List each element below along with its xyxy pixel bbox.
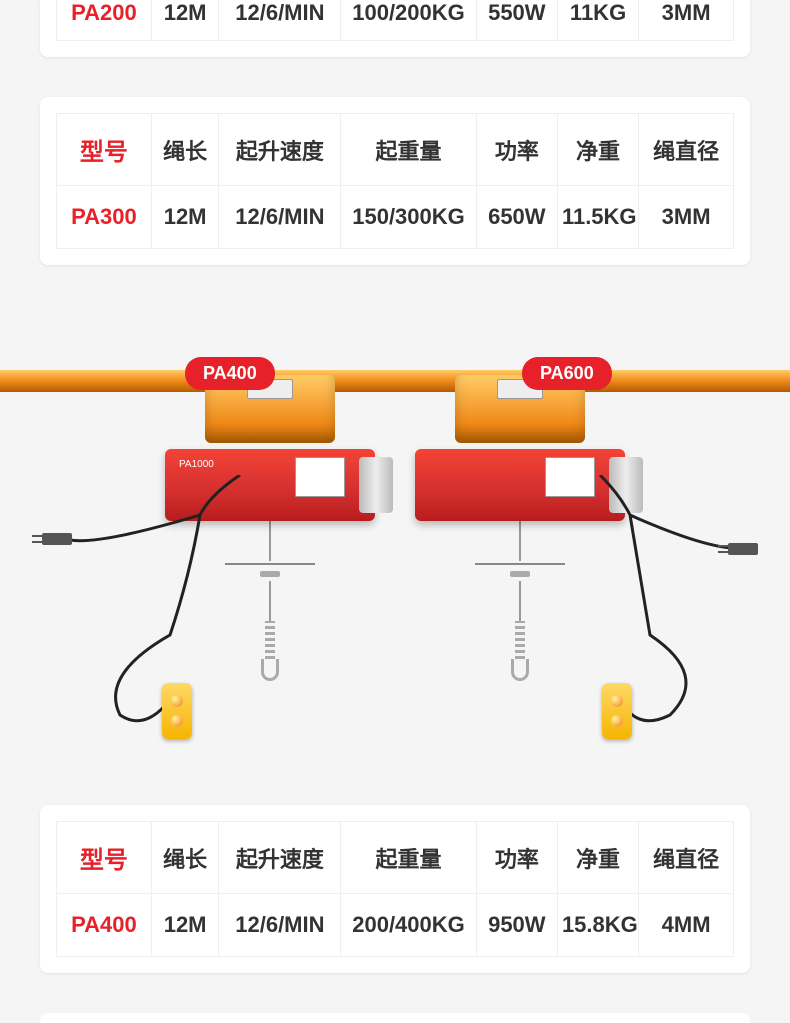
col-weight: 净重 (557, 822, 638, 894)
col-rope-dia: 绳直径 (639, 822, 734, 894)
col-weight: 净重 (557, 114, 638, 186)
control-pendant-icon (602, 683, 632, 739)
power-cell: 550W (476, 0, 557, 41)
motor-mark: PA1000 (179, 459, 214, 470)
hook-icon (511, 659, 529, 681)
spec-table-pa200: PA200 12M 12/6/MIN 100/200KG 550W 11KG 3… (56, 0, 734, 41)
spec-card-next-partial (40, 1013, 750, 1023)
table-header-row: 型号 绳长 起升速度 起重量 功率 净重 绳直径 (57, 822, 734, 894)
spec-table-pa400: 型号 绳长 起升速度 起重量 功率 净重 绳直径 PA400 12M 12/6/… (56, 821, 734, 957)
col-power: 功率 (476, 114, 557, 186)
col-power: 功率 (476, 822, 557, 894)
capacity-cell: 100/200KG (341, 0, 476, 41)
hook-line (519, 581, 521, 621)
motor-nameplate-icon (295, 457, 345, 497)
table-row: PA200 12M 12/6/MIN 100/200KG 550W 11KG 3… (57, 0, 734, 41)
rope-length-cell: 12M (151, 894, 219, 957)
weight-cell: 11KG (557, 0, 638, 41)
badge-pa400: PA400 (185, 357, 275, 390)
table-header-row: 型号 绳长 起升速度 起重量 功率 净重 绳直径 (57, 114, 734, 186)
rope-dia-cell: 3MM (639, 186, 734, 249)
spec-table-pa300: 型号 绳长 起升速度 起重量 功率 净重 绳直径 PA300 12M 12/6/… (56, 113, 734, 249)
col-model: 型号 (57, 114, 152, 186)
rope-length-cell: 12M (151, 0, 219, 41)
weight-cell: 15.8KG (557, 894, 638, 957)
capacity-cell: 200/400KG (341, 894, 476, 957)
weight-cell: 11.5KG (557, 186, 638, 249)
power-plug-icon (42, 533, 72, 545)
rope-dia-cell: 3MM (639, 0, 734, 41)
spec-card-pa400: 型号 绳长 起升速度 起重量 功率 净重 绳直径 PA400 12M 12/6/… (40, 805, 750, 973)
model-cell: PA400 (57, 894, 152, 957)
cable-right (560, 475, 780, 745)
spec-card-pa200-partial: PA200 12M 12/6/MIN 100/200KG 550W 11KG 3… (40, 0, 750, 57)
speed-cell: 12/6/MIN (219, 186, 341, 249)
col-model: 型号 (57, 822, 152, 894)
col-capacity: 起重量 (341, 114, 476, 186)
rope-dia-cell: 4MM (639, 894, 734, 957)
col-speed: 起升速度 (219, 822, 341, 894)
power-plug-icon (728, 543, 758, 555)
product-illustration: PA400 PA600 PA1000 (0, 325, 790, 745)
badge-pa600: PA600 (522, 357, 612, 390)
support-beam (0, 370, 790, 392)
control-pendant-icon (162, 683, 192, 739)
hook-chain-icon (515, 621, 525, 659)
col-rope-dia: 绳直径 (639, 114, 734, 186)
power-cell: 650W (476, 186, 557, 249)
capacity-cell: 150/300KG (341, 186, 476, 249)
col-rope-length: 绳长 (151, 114, 219, 186)
speed-cell: 12/6/MIN (219, 894, 341, 957)
table-row: PA400 12M 12/6/MIN 200/400KG 950W 15.8KG… (57, 894, 734, 957)
rope-length-cell: 12M (151, 186, 219, 249)
model-cell: PA200 (57, 0, 152, 41)
speed-cell: 12/6/MIN (219, 0, 341, 41)
model-cell: PA300 (57, 186, 152, 249)
spec-card-pa300: 型号 绳长 起升速度 起重量 功率 净重 绳直径 PA300 12M 12/6/… (40, 97, 750, 265)
col-rope-length: 绳长 (151, 822, 219, 894)
power-cell: 950W (476, 894, 557, 957)
table-row: PA300 12M 12/6/MIN 150/300KG 650W 11.5KG… (57, 186, 734, 249)
col-speed: 起升速度 (219, 114, 341, 186)
col-capacity: 起重量 (341, 822, 476, 894)
hook-spreader (475, 553, 565, 581)
